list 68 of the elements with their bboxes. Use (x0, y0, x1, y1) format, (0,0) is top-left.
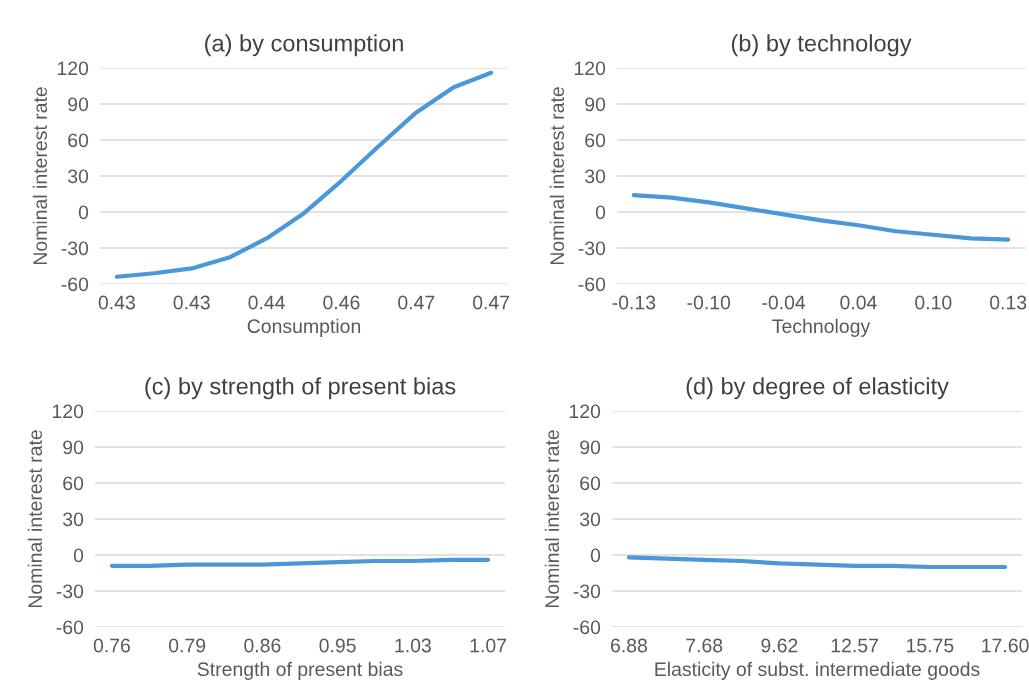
chart-title: (a) by consumption (205, 34, 403, 57)
x-tick-label: 0.47 (473, 295, 510, 310)
x-tick-label: 17.60 (982, 638, 1029, 653)
x-tick-label: -0.10 (687, 295, 731, 310)
y-tick-label: 90 (585, 97, 606, 112)
y-tick-label: 60 (68, 133, 89, 148)
x-tick-label: 0.44 (248, 295, 285, 310)
x-tick-label: 7.68 (686, 638, 723, 653)
y-tick-label: 30 (68, 169, 89, 184)
x-tick-label: 0.04 (840, 295, 877, 310)
y-tick-label: 120 (52, 404, 84, 419)
y-tick-label: 0 (78, 205, 89, 220)
y-tick-label: 30 (580, 512, 601, 527)
y-tick-label: -60 (61, 277, 89, 292)
y-tick-label: 60 (580, 476, 601, 491)
line-series (109, 557, 491, 568)
x-tick-label: 0.43 (98, 295, 135, 310)
chart-title: (d) by degree of elasticity (686, 377, 949, 400)
x-tick-label: 1.03 (395, 638, 431, 653)
x-tick-label: 9.62 (761, 638, 798, 653)
y-tick-label: 120 (569, 404, 601, 419)
y-axis-title: Nominal interest rate (549, 87, 565, 265)
y-tick-label: 120 (574, 61, 606, 76)
y-tick-label: 0 (595, 205, 606, 220)
y-axis-title: Nominal interest rate (27, 430, 43, 608)
x-tick-label: 0.10 (915, 295, 952, 310)
chart-title: (b) by technology (731, 34, 912, 57)
x-tick-label: 1.07 (470, 638, 507, 653)
y-axis-title: Nominal interest rate (544, 430, 560, 608)
x-axis-title: Strength of present bias (197, 661, 403, 680)
x-tick-label: 12.57 (831, 638, 878, 653)
x-tick-label: 6.88 (610, 638, 648, 653)
x-tick-label: 0.95 (319, 638, 356, 653)
x-tick-label: 0.47 (398, 295, 435, 310)
x-tick-label: 0.79 (169, 638, 206, 653)
x-tick-label: 15.75 (907, 638, 954, 653)
x-tick-label: 0.46 (323, 295, 360, 310)
line-series (626, 555, 1008, 570)
y-axis-title: Nominal interest rate (32, 87, 48, 265)
line-series (114, 70, 494, 279)
x-axis-title: Technology (772, 318, 871, 337)
y-tick-label: -60 (56, 620, 84, 635)
y-tick-label: 90 (580, 440, 601, 455)
y-tick-label: 90 (68, 97, 89, 112)
y-tick-label: 0 (73, 548, 84, 563)
x-tick-label: 0.86 (244, 638, 281, 653)
y-tick-label: -60 (573, 620, 601, 635)
line-series (631, 193, 1011, 242)
y-tick-label: 90 (63, 440, 84, 455)
y-tick-label: 30 (63, 512, 84, 527)
x-tick-label: -0.04 (762, 295, 806, 310)
y-tick-label: -60 (578, 277, 606, 292)
y-tick-label: 30 (585, 169, 606, 184)
y-tick-label: -30 (61, 241, 89, 256)
x-axis-title: Consumption (247, 318, 361, 337)
chart-title: (c) by strength of present bias (145, 377, 456, 400)
y-tick-label: 0 (590, 548, 601, 563)
x-tick-label: 0.43 (173, 295, 210, 310)
y-tick-label: 60 (585, 133, 606, 148)
y-tick-label: -30 (56, 584, 84, 599)
y-tick-label: -30 (578, 241, 606, 256)
x-axis-title: Elasticity of subst. intermediate goods (655, 661, 980, 680)
y-tick-label: -30 (573, 584, 601, 599)
x-tick-label: 0.76 (93, 638, 130, 653)
x-tick-label: 0.13 (990, 295, 1027, 310)
y-tick-label: 60 (63, 476, 84, 491)
x-tick-label: -0.13 (612, 295, 656, 310)
y-tick-label: 120 (57, 61, 89, 76)
